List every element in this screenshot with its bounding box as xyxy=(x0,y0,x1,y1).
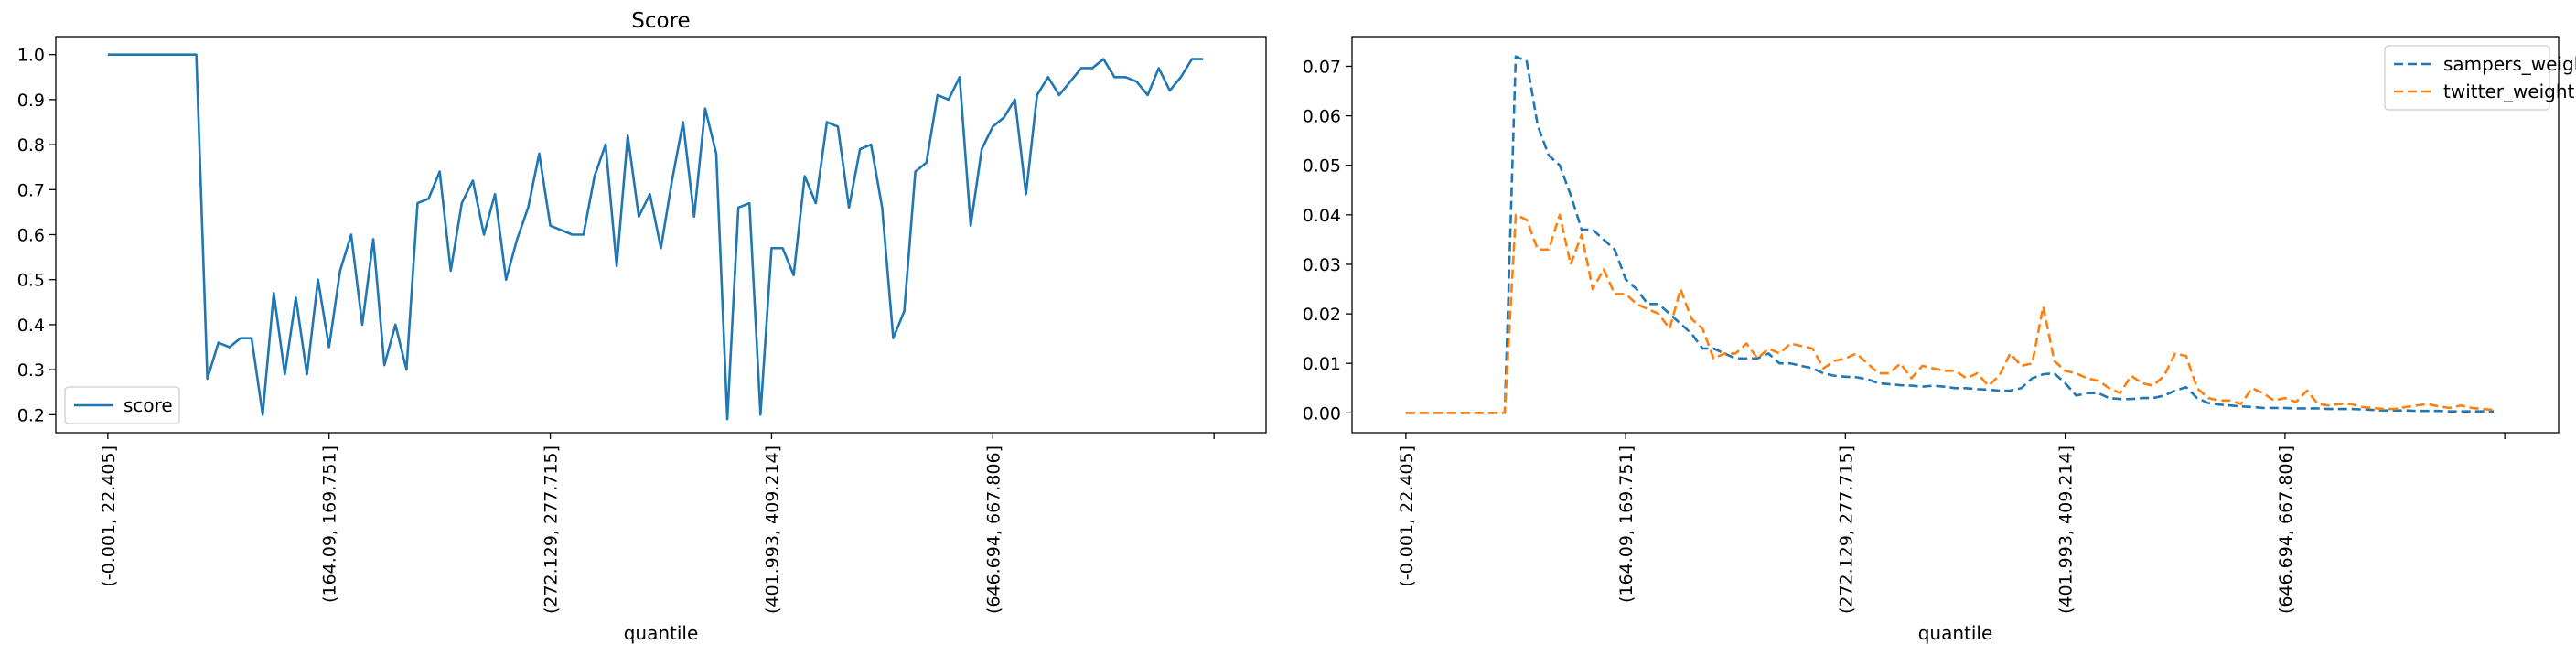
y-tick-label: 0.4 xyxy=(17,316,45,336)
x-tick-label: (401.993, 409.214] xyxy=(762,446,782,614)
y-tick-label: 0.7 xyxy=(17,180,45,200)
y-tick-label: 0.01 xyxy=(1303,354,1341,374)
plot-frame xyxy=(55,36,1267,434)
x-axis-label: quantile xyxy=(1918,622,1993,644)
y-tick-label: 0.06 xyxy=(1303,107,1341,127)
x-tick-label: (164.09, 169.751] xyxy=(1616,446,1637,603)
y-tick-label: 0.6 xyxy=(17,226,45,246)
y-tick-label: 0.03 xyxy=(1303,255,1341,275)
series-line-score xyxy=(107,53,1204,421)
chart-title: Score xyxy=(631,9,690,33)
legend-label: score xyxy=(123,394,173,416)
legend: score xyxy=(64,386,180,424)
series-line-sampers-weight xyxy=(1405,55,2495,414)
plot-frame xyxy=(1351,36,2560,434)
legend-box xyxy=(2384,45,2550,111)
legend-box xyxy=(64,386,180,424)
y-tick-label: 0.5 xyxy=(17,271,45,291)
legend: sampers_weight twitter_weight xyxy=(2384,45,2576,111)
x-tick-label: (646.694, 667.806] xyxy=(983,446,1004,614)
score-chart: Score 0.2 0.3 0.4 0.5 0.6 0.7 0.8 0.9 1.0 (-0.001,… xyxy=(17,9,1267,644)
series-line-twitter-weight xyxy=(1405,213,2495,414)
y-tick-label: 1.0 xyxy=(17,46,45,66)
legend-label: twitter_weight xyxy=(2443,81,2575,102)
x-axis-label: quantile xyxy=(624,622,699,644)
y-tick-label: 0.05 xyxy=(1303,156,1341,177)
x-tick-label: (272.129, 277.715] xyxy=(1836,446,1856,614)
x-tick-label: (272.129, 277.715] xyxy=(542,446,562,614)
y-tick-label: 0.2 xyxy=(17,405,45,425)
x-tick-label: (-0.001, 22.405] xyxy=(1397,446,1417,587)
y-tick-label: 0.3 xyxy=(17,360,45,381)
y-tick-label: 0.9 xyxy=(17,91,45,111)
x-tick-label: (646.694, 667.806] xyxy=(2276,446,2296,614)
weights-chart: 0.00 0.01 0.02 0.03 0.04 0.05 0.06 0.07 (-0.001,… xyxy=(1303,36,2576,644)
y-tick-label: 0.04 xyxy=(1303,206,1341,226)
x-tick-label: (401.993, 409.214] xyxy=(2056,446,2077,614)
y-tick-label: 0.8 xyxy=(17,135,45,156)
y-tick-label: 0.07 xyxy=(1303,57,1341,77)
y-tick-label: 0.00 xyxy=(1303,403,1341,424)
x-tick-label: (-0.001, 22.405] xyxy=(99,446,119,587)
legend-label: sampers_weight xyxy=(2443,53,2576,75)
y-tick-label: 0.02 xyxy=(1303,305,1341,325)
x-tick-label: (164.09, 169.751] xyxy=(320,446,340,603)
